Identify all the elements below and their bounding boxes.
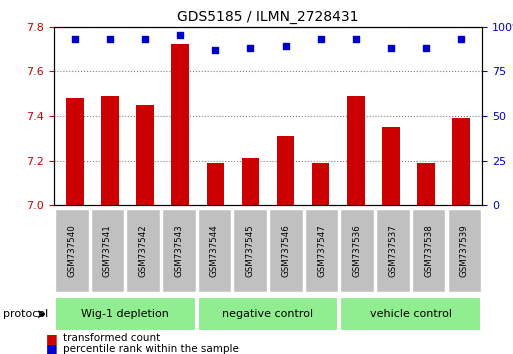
Bar (452, 118, 470, 205)
Text: GSM737536: GSM737536 (353, 224, 362, 277)
Text: GSM737541: GSM737541 (103, 224, 112, 277)
Point (211, 47, 220, 53)
Text: GSM737537: GSM737537 (388, 224, 398, 277)
Point (352, 36, 360, 42)
Text: GSM737542: GSM737542 (139, 224, 148, 277)
Point (387, 45, 395, 51)
Bar (66, 98, 84, 205)
Text: vehicle control: vehicle control (370, 309, 452, 319)
Point (422, 45, 430, 51)
Text: GSM737539: GSM737539 (460, 224, 469, 277)
Title: GDS5185 / ILMN_2728431: GDS5185 / ILMN_2728431 (177, 10, 359, 24)
Bar (207, 163, 224, 205)
Bar (312, 163, 329, 205)
Bar (136, 105, 154, 205)
Bar (171, 45, 189, 205)
Bar (277, 136, 294, 205)
Text: GSM737543: GSM737543 (174, 224, 183, 277)
Text: ■: ■ (46, 332, 58, 344)
Point (282, 44, 290, 49)
Text: ■: ■ (46, 342, 58, 354)
Text: GSM737544: GSM737544 (210, 224, 219, 277)
Point (176, 33, 184, 38)
Point (106, 36, 114, 42)
Text: GSM737546: GSM737546 (282, 224, 290, 277)
Text: GSM737547: GSM737547 (317, 224, 326, 277)
Bar (242, 158, 259, 205)
Text: protocol: protocol (3, 309, 48, 319)
Bar (417, 163, 435, 205)
Point (71, 36, 79, 42)
Text: negative control: negative control (223, 309, 313, 319)
Bar (347, 96, 365, 205)
Point (246, 45, 254, 51)
Bar (382, 127, 400, 205)
Point (317, 36, 325, 42)
Text: Wig-1 depletion: Wig-1 depletion (82, 309, 169, 319)
Point (457, 36, 465, 42)
Bar (101, 96, 119, 205)
Text: transformed count: transformed count (63, 333, 160, 343)
Point (141, 36, 149, 42)
Text: GSM737538: GSM737538 (424, 224, 433, 277)
Text: GSM737545: GSM737545 (246, 224, 254, 277)
Text: percentile rank within the sample: percentile rank within the sample (63, 344, 239, 354)
Text: GSM737540: GSM737540 (67, 224, 76, 277)
